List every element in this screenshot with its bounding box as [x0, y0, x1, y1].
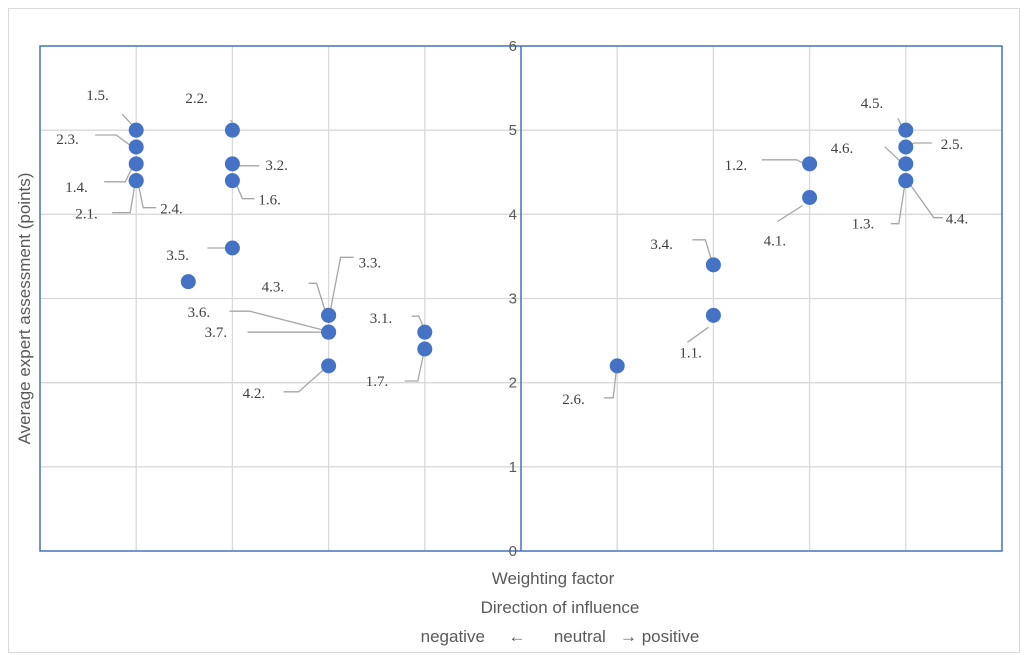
data-label: 3.4. — [650, 237, 673, 253]
leader-line — [411, 315, 425, 329]
data-label: 4.4. — [946, 212, 969, 228]
data-point — [321, 358, 337, 374]
data-point — [321, 307, 337, 323]
data-point — [609, 358, 625, 374]
data-label: 3.7. — [205, 325, 228, 341]
leader-line — [308, 282, 327, 313]
y-tick-labels: 0 1 2 3 4 5 6 — [509, 38, 517, 560]
leader-lines — [95, 113, 943, 399]
y-tick-label: 6 — [509, 38, 517, 55]
data-point — [898, 139, 914, 155]
data-points — [128, 122, 914, 374]
leader-line — [112, 182, 136, 214]
leader-line — [283, 368, 326, 393]
leader-line — [229, 310, 324, 331]
data-label: 3.5. — [166, 248, 189, 264]
data-label: 3.6. — [188, 305, 211, 321]
data-point — [898, 156, 914, 172]
leader-line — [137, 183, 157, 209]
data-point — [802, 190, 818, 205]
data-point — [224, 173, 240, 189]
data-label: 1.2. — [725, 158, 748, 174]
leader-line — [229, 119, 233, 123]
y-tick-label: 2 — [509, 375, 517, 392]
data-point — [224, 156, 240, 172]
data-point — [705, 257, 721, 273]
data-label: 2.2. — [185, 91, 208, 107]
leader-line — [235, 184, 255, 200]
data-label: 1.5. — [86, 88, 109, 104]
leader-line — [890, 184, 906, 225]
data-label: 4.2. — [243, 386, 266, 402]
leader-line — [95, 134, 132, 147]
point-labels: 1.5. 2.3. 1.4. 2.1. 2.4. 2.2. 3.2. 1.6. 3.5. 4.3.… — [56, 88, 968, 408]
direction-title: Direction of influence — [481, 598, 640, 617]
data-label: 1.7. — [366, 374, 389, 390]
y-tick-label: 5 — [509, 122, 517, 139]
data-label: 4.5. — [861, 96, 884, 112]
data-label: 2.3. — [56, 132, 78, 148]
data-label: 3.1. — [370, 311, 393, 327]
x-axis-title: Weighting factor — [492, 569, 615, 588]
data-label: 2.1. — [75, 207, 98, 223]
data-label: 1.4. — [65, 180, 88, 196]
data-point — [128, 156, 144, 172]
leader-line — [884, 146, 902, 163]
y-tick-label: 1 — [509, 459, 517, 476]
direction-scale: negative ← neutral → positive — [421, 627, 700, 646]
leader-line — [604, 370, 617, 399]
data-point — [417, 341, 433, 357]
data-label: 4.3. — [262, 279, 285, 295]
data-point — [802, 156, 818, 172]
data-point — [128, 122, 144, 138]
data-point — [180, 274, 196, 290]
data-point — [321, 324, 337, 340]
leader-line — [692, 239, 713, 261]
y-tick-label: 3 — [509, 291, 517, 308]
data-label: 1.3. — [852, 217, 875, 233]
data-label: 2.5. — [941, 137, 964, 153]
leader-line — [404, 352, 425, 382]
data-label: 1.1. — [679, 345, 702, 361]
data-point — [898, 173, 914, 189]
data-point — [224, 122, 240, 138]
leader-line — [761, 159, 803, 164]
data-label: 4.6. — [831, 141, 854, 157]
chart-frame — [8, 8, 1020, 653]
data-point — [128, 139, 144, 155]
data-label: 2.6. — [562, 392, 585, 408]
leader-line — [777, 204, 803, 223]
data-label: 1.6. — [258, 193, 281, 209]
leader-line — [687, 326, 709, 343]
data-point — [224, 240, 240, 256]
y-tick-label: 0 — [509, 543, 517, 560]
leader-line — [329, 256, 354, 310]
leader-line — [104, 165, 134, 183]
y-axis-title: Average expert assessment (points) — [15, 173, 34, 445]
data-point — [705, 307, 721, 323]
leader-line — [908, 182, 943, 219]
data-point — [417, 324, 433, 340]
leader-line — [910, 142, 932, 146]
y-tick-label: 4 — [509, 206, 517, 223]
data-point — [128, 173, 144, 189]
data-point — [898, 122, 914, 138]
data-label: 2.4. — [160, 202, 183, 218]
leader-line — [237, 163, 260, 167]
data-label: 3.3. — [359, 255, 382, 271]
data-label: 4.1. — [764, 234, 787, 250]
data-label: 3.2. — [265, 158, 288, 174]
